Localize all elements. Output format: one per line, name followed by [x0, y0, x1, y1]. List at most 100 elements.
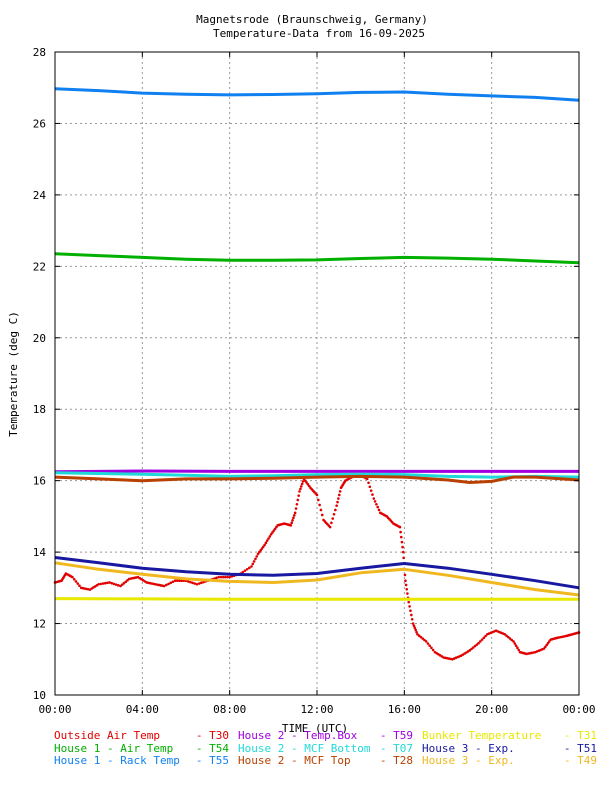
data-point [423, 638, 426, 642]
legend-label: House 2 - Temp.Box [238, 729, 358, 742]
data-point [215, 576, 218, 580]
x-axis-label: TIME (UTC) [282, 722, 348, 735]
data-point [337, 497, 340, 500]
data-point [545, 643, 548, 647]
data-point [506, 635, 510, 639]
data-point [169, 581, 173, 585]
data-point [472, 646, 475, 649]
series-line [54, 471, 580, 479]
data-point [412, 624, 416, 627]
series-T07 [54, 471, 580, 479]
legend-label: House 2 - MCF Top [238, 754, 351, 767]
series-line [54, 87, 580, 102]
data-point [367, 481, 370, 485]
data-point [294, 507, 298, 510]
legend-label: House 3 - Exp. [422, 742, 515, 755]
data-point [101, 582, 105, 585]
data-point [124, 580, 128, 584]
data-point [403, 573, 407, 577]
data-point [544, 645, 547, 649]
y-tick-label: 18 [33, 403, 46, 416]
data-point [298, 490, 301, 493]
data-point [546, 641, 550, 645]
data-point [171, 580, 175, 584]
y-axis: 10 12 14 16 18 20 22 24 26 28 [33, 46, 579, 702]
x-axis: 00:00 04:00 08:00 12:00 16:00 20:00 00:00 [38, 52, 596, 716]
data-point [373, 500, 377, 503]
series-T28 [54, 474, 580, 484]
data-point [226, 575, 229, 579]
data-point [328, 525, 332, 529]
data-point [510, 638, 514, 642]
data-point [337, 493, 341, 497]
data-point [399, 535, 403, 539]
data-point [306, 482, 310, 486]
data-point [217, 575, 221, 579]
y-tick-label: 28 [33, 46, 46, 59]
data-point [299, 487, 302, 491]
chart-subtitle: Temperature-Data from 16-09-2025 [213, 27, 425, 40]
data-point [241, 570, 245, 574]
data-point [78, 584, 81, 587]
data-point [315, 493, 319, 497]
data-point [189, 580, 192, 584]
x-tick-label: 20:00 [475, 703, 508, 716]
data-point [117, 584, 120, 587]
data-point [419, 635, 423, 639]
data-point [400, 540, 404, 544]
data-point [413, 626, 417, 630]
legend-code: - T49 [564, 754, 597, 767]
data-point [431, 648, 435, 652]
data-point [245, 567, 249, 571]
data-point [318, 503, 321, 507]
data-point [330, 521, 333, 525]
legend-label: House 1 - Rack Temp [54, 754, 180, 767]
data-point [408, 605, 411, 608]
y-axis-label: Temperature (deg C) [7, 311, 20, 437]
data-point [256, 552, 260, 556]
data-point [252, 560, 256, 563]
data-point [542, 647, 546, 650]
data-point [548, 640, 551, 643]
data-point [250, 565, 253, 568]
data-point [301, 480, 305, 483]
data-point [480, 638, 484, 641]
data-point [291, 519, 294, 522]
data-point [512, 640, 515, 643]
legend-code: - T07 [380, 742, 413, 755]
data-point [112, 582, 116, 586]
data-point [372, 497, 376, 500]
data-point [195, 582, 199, 586]
data-point [428, 644, 431, 648]
data-point [416, 632, 419, 636]
data-point [336, 500, 339, 504]
data-point [514, 644, 518, 648]
data-point [259, 549, 262, 552]
data-point [272, 529, 276, 532]
data-point [300, 482, 304, 486]
data-point [517, 648, 521, 652]
data-point [398, 525, 402, 529]
data-point [248, 566, 251, 570]
data-point [409, 609, 412, 612]
data-point [167, 582, 170, 586]
chart-title: Magnetsrode (Braunschweig, Germany) [196, 13, 428, 26]
legend-code: - T59 [380, 729, 413, 742]
data-point [126, 579, 129, 582]
y-tick-label: 12 [33, 618, 46, 631]
data-point [165, 583, 168, 587]
data-point [473, 644, 477, 648]
data-point [297, 494, 300, 497]
data-point [197, 582, 201, 585]
y-tick-label: 20 [33, 332, 46, 345]
data-point [338, 490, 342, 493]
data-point [411, 622, 415, 625]
data-point [375, 502, 378, 506]
data-point [265, 539, 269, 542]
data-point [243, 569, 247, 572]
data-point [114, 583, 118, 586]
legend-code: - T30 [196, 729, 229, 742]
data-point [475, 643, 479, 646]
data-point [295, 502, 299, 506]
data-point [426, 642, 430, 645]
